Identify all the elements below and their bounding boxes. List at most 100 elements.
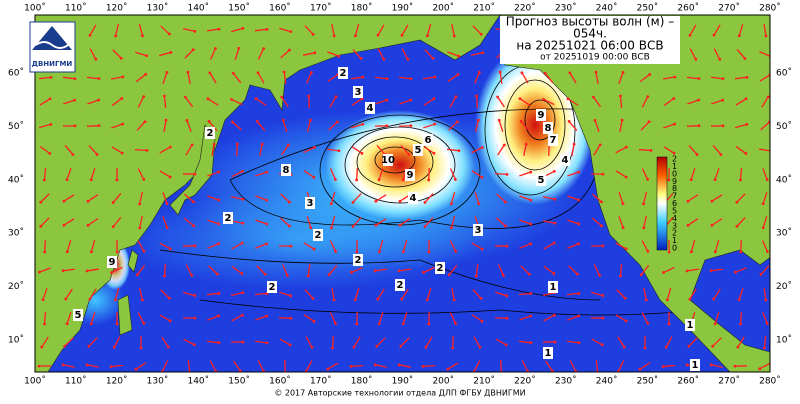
arrow-head [165,119,168,122]
arrow-head [721,99,724,102]
arrow-head [398,269,401,272]
arrow-head [529,199,532,202]
arrow-head [112,225,115,228]
arrow-head [625,176,628,179]
arrow-head [735,225,738,228]
arrow-head [241,314,244,317]
arrow-head [167,346,170,349]
arrow-head [286,274,289,277]
arrow-head [454,322,457,325]
arrow-head [648,73,651,76]
contour-label: 2 [315,230,322,241]
arrow-head [266,28,269,31]
arrow-head [650,149,653,152]
arrow-head [402,250,405,253]
arrow-head [481,320,484,323]
arrow-head [760,273,763,276]
arrow [165,264,166,276]
lat-label: 60˚ [776,68,792,79]
contour-label: 1 [687,320,694,331]
arrow-head [481,248,484,251]
arrow-head [43,179,46,182]
arrow-head [544,72,547,75]
arrow-head [722,77,725,80]
arrow [477,96,478,108]
arrow-head [426,298,429,301]
arrow-head [310,346,313,349]
arrow-head [288,49,291,52]
arrow-head [504,201,507,204]
arrow-head [386,124,389,127]
arrow-head [192,224,195,227]
arrow-head [214,47,217,50]
arrow-head [553,222,556,225]
arrow-head [97,99,100,102]
arrow-head [218,28,221,31]
arrow-head [399,224,402,227]
arrow-head [334,178,337,181]
arrow-head [66,322,69,325]
arrow-head [519,97,522,100]
arrow-head [375,345,378,348]
arrow-head [184,96,187,99]
arrow-head [217,171,220,174]
arrow-head [475,95,478,98]
arrow-head [694,58,697,61]
arrow-head [313,248,316,251]
arrow-head [481,51,484,54]
arrow [741,312,742,324]
arrow-head [765,35,768,38]
contour-label: 9 [109,257,116,268]
lon-label: 270˚ [718,3,740,14]
arrow-head [673,123,676,126]
arrow-head [622,202,625,205]
arrow-head [662,365,665,368]
contour-label: 2 [225,213,232,224]
arrow-head [408,153,411,156]
arrow-head [241,27,244,30]
arrow-head [265,315,268,318]
arrow-head [640,273,643,276]
lon-label: 210˚ [473,376,495,387]
arrow-head [38,271,41,274]
arrow-head [594,119,597,122]
arrow-head [602,173,605,176]
contour-label: 6 [425,135,432,146]
contour-label: 1 [550,282,557,293]
arrow-head [426,34,429,37]
arrow-head [377,34,380,37]
arrow-head [598,274,601,277]
contour-label: 2 [340,68,347,79]
arrow-head [361,152,364,155]
arrow-head [762,202,765,205]
lon-label: 260˚ [677,376,699,387]
arrow-head [718,58,721,61]
arrow-head [94,58,97,61]
arrow-head [505,344,508,347]
lon-label: 250˚ [637,376,659,387]
arrow-head [208,120,211,123]
arrow-head [262,47,265,50]
arrow-head [194,173,197,176]
arrow-head [762,226,765,229]
arrow-head [140,347,143,350]
arrow-head [241,291,244,294]
arrow-head [116,323,119,326]
arrow [309,96,310,108]
arrow-head [542,98,545,101]
arrow-head [313,146,316,149]
arrow-head [402,178,405,181]
arrow-head [595,71,598,74]
arrow-head [50,76,53,79]
arrow-head [454,178,457,181]
arrow-head [434,76,437,79]
arrow-head [734,271,737,274]
lat-label: 40˚ [8,174,24,185]
arrow-head [191,143,194,146]
lon-label: 280˚ [759,376,781,387]
arrow-head [62,200,65,203]
lat-label: 20˚ [8,281,24,292]
contour-label: 10 [381,155,395,166]
lon-label: 100˚ [24,3,46,14]
arrow-head [687,200,690,203]
